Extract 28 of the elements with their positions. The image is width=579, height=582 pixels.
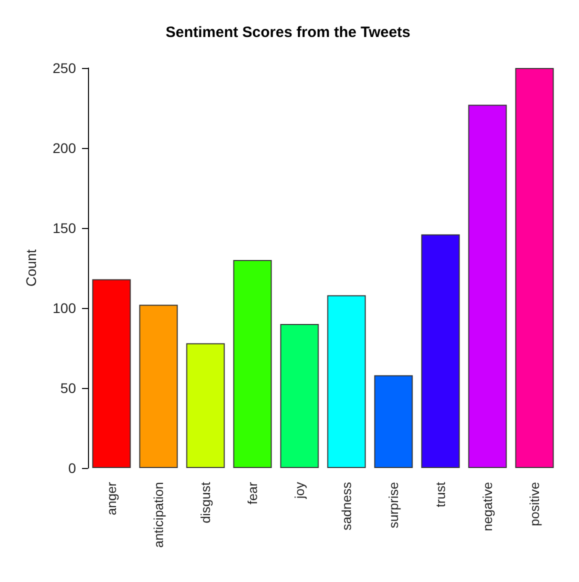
- bar: [327, 295, 366, 468]
- x-tick-label: disgust: [198, 482, 213, 524]
- y-tick-label: 250: [52, 60, 76, 76]
- x-tick-label: sadness: [339, 482, 354, 530]
- y-tick-label: 50: [60, 380, 76, 396]
- x-tick-label: fear: [245, 481, 260, 504]
- bar: [186, 343, 225, 468]
- y-tick-label: 150: [52, 220, 76, 236]
- y-tick-label: 200: [52, 140, 76, 156]
- x-tick-label: anger: [104, 481, 119, 516]
- bar: [280, 324, 319, 468]
- x-tick-label: negative: [480, 482, 495, 532]
- bar: [468, 104, 507, 468]
- x-tick-label: trust: [433, 482, 448, 508]
- x-tick-label: joy: [292, 482, 307, 500]
- bar: [92, 279, 131, 468]
- x-tick-label: anticipation: [151, 482, 166, 548]
- bar: [233, 260, 272, 468]
- y-tick-label: 100: [52, 300, 76, 316]
- y-tick-label: 0: [68, 460, 76, 476]
- bar: [374, 375, 413, 468]
- bar: [515, 68, 554, 468]
- chart-title: Sentiment Scores from the Tweets: [166, 24, 410, 41]
- x-tick-label: surprise: [386, 482, 401, 528]
- bar: [421, 234, 460, 468]
- bar: [139, 304, 178, 468]
- y-axis-title: Count: [23, 249, 39, 287]
- x-tick-label: positive: [527, 482, 542, 526]
